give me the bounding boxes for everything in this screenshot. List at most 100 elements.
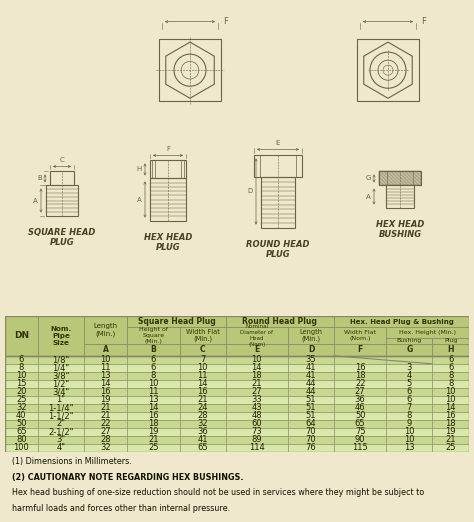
Text: 2-1/2": 2-1/2" xyxy=(48,427,73,436)
Bar xyxy=(84,380,127,388)
Bar xyxy=(288,344,334,356)
Bar xyxy=(38,404,84,412)
Text: harmful loads and forces other than internal pressure.: harmful loads and forces other than inte… xyxy=(12,504,230,513)
Text: Plug: Plug xyxy=(444,338,457,343)
Text: Width Flat
(Nom.): Width Flat (Nom.) xyxy=(344,330,376,341)
Bar xyxy=(38,372,84,380)
Bar xyxy=(38,428,84,435)
Bar xyxy=(180,380,226,388)
Bar xyxy=(288,412,334,420)
Text: 60: 60 xyxy=(252,419,262,428)
Bar xyxy=(5,388,38,396)
Text: 16: 16 xyxy=(446,411,456,420)
Text: ROUND HEAD
PLUG: ROUND HEAD PLUG xyxy=(246,240,310,259)
Text: 10: 10 xyxy=(446,395,456,404)
Text: 6: 6 xyxy=(407,395,412,404)
Bar xyxy=(127,372,180,380)
Text: 8: 8 xyxy=(448,371,454,381)
Bar xyxy=(288,388,334,396)
Text: 1/4": 1/4" xyxy=(52,363,70,372)
Bar xyxy=(386,388,432,396)
Text: 28: 28 xyxy=(197,411,208,420)
Bar xyxy=(5,356,38,364)
Text: 18: 18 xyxy=(446,419,456,428)
Bar xyxy=(127,444,180,452)
Bar xyxy=(150,179,186,221)
Bar xyxy=(386,412,432,420)
Bar xyxy=(84,404,127,412)
Text: 10: 10 xyxy=(252,355,262,364)
Bar xyxy=(84,435,127,444)
Text: 27: 27 xyxy=(355,387,365,396)
Text: 76: 76 xyxy=(306,443,316,452)
Bar xyxy=(127,344,180,356)
Bar xyxy=(379,171,421,185)
Text: 32: 32 xyxy=(16,403,27,412)
Bar xyxy=(38,316,84,356)
Text: A: A xyxy=(33,197,38,204)
Text: 19: 19 xyxy=(148,427,159,436)
Text: 14: 14 xyxy=(446,403,456,412)
Text: 14: 14 xyxy=(100,379,111,388)
Text: 21: 21 xyxy=(100,403,111,412)
Bar xyxy=(334,364,386,372)
Text: Square Head Plug: Square Head Plug xyxy=(137,317,215,326)
Bar xyxy=(254,156,302,177)
Bar xyxy=(84,428,127,435)
Text: (1) Dimensions in Millimeters.: (1) Dimensions in Millimeters. xyxy=(12,457,131,466)
Text: 6: 6 xyxy=(151,355,156,364)
Bar xyxy=(127,388,180,396)
Bar xyxy=(288,404,334,412)
Text: 9: 9 xyxy=(407,419,412,428)
Bar xyxy=(127,420,180,428)
Text: 13: 13 xyxy=(100,371,111,381)
Bar xyxy=(180,364,226,372)
Text: Nominal
Diameter of
Head
(Nom): Nominal Diameter of Head (Nom) xyxy=(240,325,273,347)
Bar xyxy=(386,338,432,344)
Bar xyxy=(84,420,127,428)
Text: A: A xyxy=(366,194,371,199)
Text: 16: 16 xyxy=(100,387,111,396)
Bar xyxy=(84,316,127,344)
Bar xyxy=(386,435,432,444)
Text: C: C xyxy=(60,158,64,163)
Text: 10: 10 xyxy=(148,379,159,388)
Bar xyxy=(180,344,226,356)
Text: 65: 65 xyxy=(16,427,27,436)
Bar xyxy=(226,388,288,396)
Text: 10: 10 xyxy=(404,427,415,436)
Text: 2": 2" xyxy=(56,419,65,428)
Text: 43: 43 xyxy=(252,403,262,412)
Text: 18: 18 xyxy=(252,371,262,381)
Text: E: E xyxy=(254,346,259,354)
Text: SQUARE HEAD
PLUG: SQUARE HEAD PLUG xyxy=(28,228,96,247)
Text: 80: 80 xyxy=(16,435,27,444)
Bar xyxy=(432,372,469,380)
Bar xyxy=(38,420,84,428)
Text: 21: 21 xyxy=(252,379,262,388)
Text: 32: 32 xyxy=(100,443,111,452)
Text: 14: 14 xyxy=(197,379,208,388)
Bar xyxy=(5,420,38,428)
Bar xyxy=(386,396,432,404)
Bar xyxy=(334,396,386,404)
Text: E: E xyxy=(276,140,280,146)
Bar xyxy=(288,420,334,428)
Text: H: H xyxy=(137,167,142,172)
Bar xyxy=(150,160,186,179)
Bar xyxy=(334,327,386,344)
Bar xyxy=(386,344,432,356)
Text: D: D xyxy=(248,188,253,195)
Bar xyxy=(5,356,469,452)
Text: 100: 100 xyxy=(13,443,29,452)
Text: A: A xyxy=(137,196,142,203)
Bar xyxy=(127,380,180,388)
Bar xyxy=(84,372,127,380)
Bar xyxy=(226,412,288,420)
Text: 25: 25 xyxy=(446,443,456,452)
Text: 40: 40 xyxy=(16,411,27,420)
Text: HEX HEAD
BUSHING: HEX HEAD BUSHING xyxy=(376,220,424,239)
Bar xyxy=(226,435,288,444)
Bar xyxy=(432,420,469,428)
Bar xyxy=(180,372,226,380)
